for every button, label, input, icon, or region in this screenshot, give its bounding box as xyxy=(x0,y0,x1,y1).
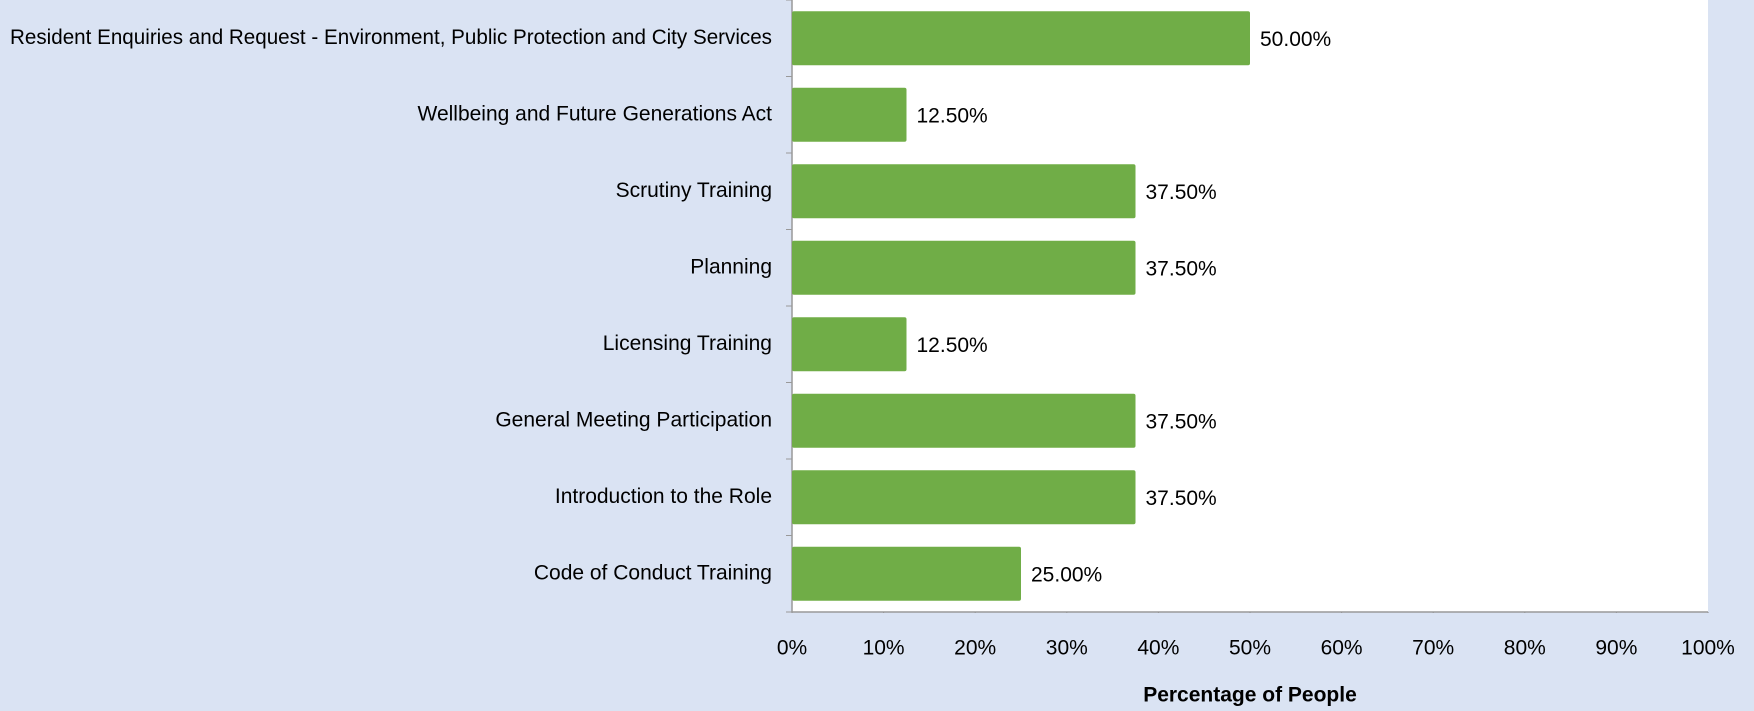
x-tick-label: 50% xyxy=(1229,637,1271,660)
x-tick-label: 20% xyxy=(954,637,996,660)
bar xyxy=(792,317,907,372)
y-tick-label: General Meeting Participation xyxy=(495,408,772,431)
x-tick-label: 30% xyxy=(1046,637,1088,660)
y-tick-label: Licensing Training xyxy=(603,332,772,355)
y-tick-label: Wellbeing and Future Generations Act xyxy=(418,102,773,125)
bar xyxy=(792,393,1136,448)
bar xyxy=(792,87,907,142)
data-label: 37.50% xyxy=(1146,181,1217,204)
data-label: 37.50% xyxy=(1146,257,1217,280)
data-label: 25.00% xyxy=(1031,563,1102,586)
y-tick-label: Introduction to the Role xyxy=(555,485,772,508)
x-tick-label: 10% xyxy=(863,637,905,660)
y-tick-label: Planning xyxy=(690,255,772,278)
x-tick-label: 40% xyxy=(1137,637,1179,660)
data-label: 12.50% xyxy=(917,334,988,357)
x-tick-label: 0% xyxy=(777,637,807,660)
x-axis-title: Percentage of People xyxy=(1143,684,1357,707)
x-tick-label: 90% xyxy=(1595,637,1637,660)
bar xyxy=(792,470,1136,525)
data-label: 37.50% xyxy=(1146,487,1217,510)
bar xyxy=(792,240,1136,295)
data-label: 12.50% xyxy=(917,104,988,127)
x-tick-label: 80% xyxy=(1504,637,1546,660)
y-tick-label: Code of Conduct Training xyxy=(534,561,772,584)
x-tick-label: 100% xyxy=(1681,637,1735,660)
bar xyxy=(792,164,1136,219)
data-label: 37.50% xyxy=(1146,410,1217,433)
bar xyxy=(792,546,1021,601)
y-tick-label: Resident Enquiries and Request - Environ… xyxy=(10,26,772,49)
data-label: 50.00% xyxy=(1260,28,1331,51)
x-tick-label: 70% xyxy=(1412,637,1454,660)
bar xyxy=(792,11,1250,66)
x-tick-label: 60% xyxy=(1321,637,1363,660)
y-tick-label: Scrutiny Training xyxy=(616,179,772,202)
